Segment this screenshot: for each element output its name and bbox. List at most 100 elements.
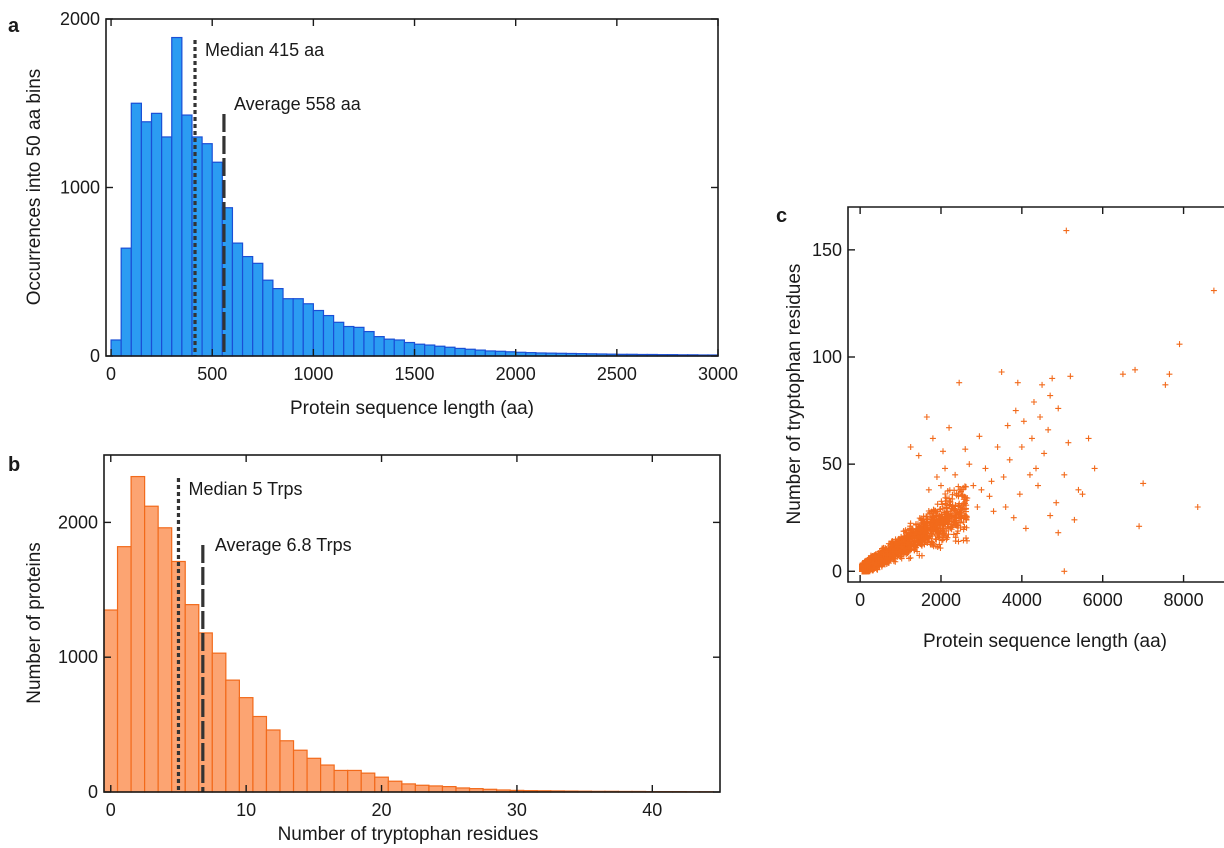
- histogram-bar: [424, 344, 436, 357]
- scatter-point: [876, 555, 883, 562]
- scatter-point: [1047, 512, 1054, 519]
- x-axis-title: Number of tryptophan residues: [278, 824, 539, 845]
- scatter-point: [939, 526, 946, 533]
- scatter-point: [1006, 456, 1013, 463]
- histogram-bar: [434, 345, 446, 357]
- histogram-bar: [320, 764, 335, 793]
- x-tick-label: 2500: [597, 364, 637, 384]
- y-tick-label: 1000: [58, 647, 98, 667]
- histogram-bar: [282, 298, 294, 357]
- scatter-point: [1010, 514, 1017, 521]
- scatter-point: [976, 433, 983, 440]
- scatter-point: [900, 546, 907, 553]
- scatter-point: [1004, 422, 1011, 429]
- scatter-point: [1075, 486, 1082, 493]
- histogram-bar: [279, 740, 295, 793]
- scatter-point: [929, 539, 936, 546]
- histogram-bar: [292, 749, 308, 793]
- scatter-point: [958, 486, 965, 493]
- histogram-bar: [292, 298, 304, 357]
- scatter-point: [947, 525, 954, 532]
- scatter-point: [889, 548, 896, 555]
- scatter-point: [950, 506, 957, 513]
- scatter-point: [952, 471, 959, 478]
- scatter-point: [1055, 405, 1062, 412]
- histogram-bar: [110, 339, 122, 357]
- histogram-bar: [116, 546, 132, 793]
- x-tick-label: 10: [236, 800, 256, 820]
- scatter-point: [908, 534, 915, 541]
- y-axis-title: Number of tryptophan residues: [784, 264, 805, 525]
- scatter-point: [942, 510, 949, 517]
- scatter-point: [1055, 529, 1062, 536]
- scatter-point: [974, 504, 981, 510]
- histogram-tryptophan-count: b Median 5 Trps Average 6.8 Trps 0 10 20 30 4…: [8, 454, 721, 845]
- scatter-point: [917, 525, 924, 532]
- scatter-point: [953, 490, 960, 497]
- scatter-point: [1028, 435, 1035, 442]
- histogram-bar: [474, 349, 486, 357]
- scatter-point: [1166, 371, 1173, 378]
- scatter-point: [988, 478, 995, 485]
- scatter-point: [929, 435, 936, 442]
- scatter-point: [982, 465, 989, 472]
- scatter-point: [863, 559, 870, 566]
- histogram-bar: [150, 112, 163, 357]
- x-tick-label: 0: [106, 800, 116, 820]
- x-tick-label: 2000: [496, 364, 536, 384]
- scatter-point: [986, 493, 993, 500]
- scatter-point: [942, 490, 949, 497]
- scatter-point: [937, 506, 944, 513]
- scatter-length-vs-tryptophan: c 0 2000 4000 6000 8000 0 50 100 150 Protein seq…: [776, 205, 1224, 652]
- histogram-bar: [130, 102, 143, 357]
- scatter-point: [1140, 480, 1147, 487]
- scatter-point: [952, 522, 959, 529]
- average-label: Average 558 aa: [234, 94, 362, 114]
- x-tick-label: 30: [507, 800, 527, 820]
- scatter-point: [1045, 426, 1052, 433]
- scatter-point: [907, 538, 914, 545]
- histogram-bar: [211, 652, 227, 793]
- scatter-point: [900, 528, 907, 535]
- scatter-point: [1176, 341, 1183, 348]
- scatter-point: [994, 444, 1001, 450]
- scatter-point: [938, 498, 945, 505]
- scatter-point: [907, 444, 914, 450]
- scatter-point: [925, 535, 932, 542]
- plot-frame: [103, 454, 721, 793]
- scatter-point: [923, 414, 930, 420]
- histogram-sequence-length: a Median 415 aa Average 558 aa 0 500 1000 15…: [8, 9, 738, 419]
- scatter-point: [921, 518, 928, 525]
- scatter-point: [906, 555, 913, 562]
- x-tick-label: 3000: [698, 364, 738, 384]
- histogram-bar: [171, 36, 183, 357]
- scatter-point: [890, 558, 897, 565]
- scatter-point: [928, 538, 935, 545]
- scatter-point: [957, 506, 964, 513]
- tick-group: 0 500 1000 1500 2000 2500 3000 0 1000 2000: [60, 9, 738, 384]
- points-group: [859, 227, 1217, 575]
- scatter-point: [1085, 435, 1092, 442]
- scatter-point: [896, 538, 903, 545]
- bars-group: [103, 475, 714, 793]
- histogram-bar: [252, 262, 264, 357]
- scatter-point: [1002, 504, 1009, 510]
- scatter-point: [1000, 474, 1007, 480]
- scatter-point: [923, 526, 930, 533]
- histogram-bar: [444, 346, 456, 357]
- scatter-point: [960, 496, 967, 503]
- histogram-bar: [265, 729, 281, 793]
- scatter-point: [943, 495, 950, 502]
- y-tick-label: 2000: [58, 512, 98, 532]
- scatter-point: [901, 549, 908, 556]
- histogram-bar: [353, 326, 365, 357]
- scatter-point: [937, 482, 944, 489]
- x-tick-label: 4000: [1002, 590, 1042, 610]
- x-tick-label: 6000: [1083, 590, 1123, 610]
- scatter-point: [927, 527, 934, 534]
- scatter-point: [914, 540, 921, 547]
- histogram-bar: [262, 279, 274, 357]
- scatter-point: [936, 541, 943, 548]
- histogram-bar: [130, 475, 146, 793]
- scatter-point: [1035, 482, 1042, 489]
